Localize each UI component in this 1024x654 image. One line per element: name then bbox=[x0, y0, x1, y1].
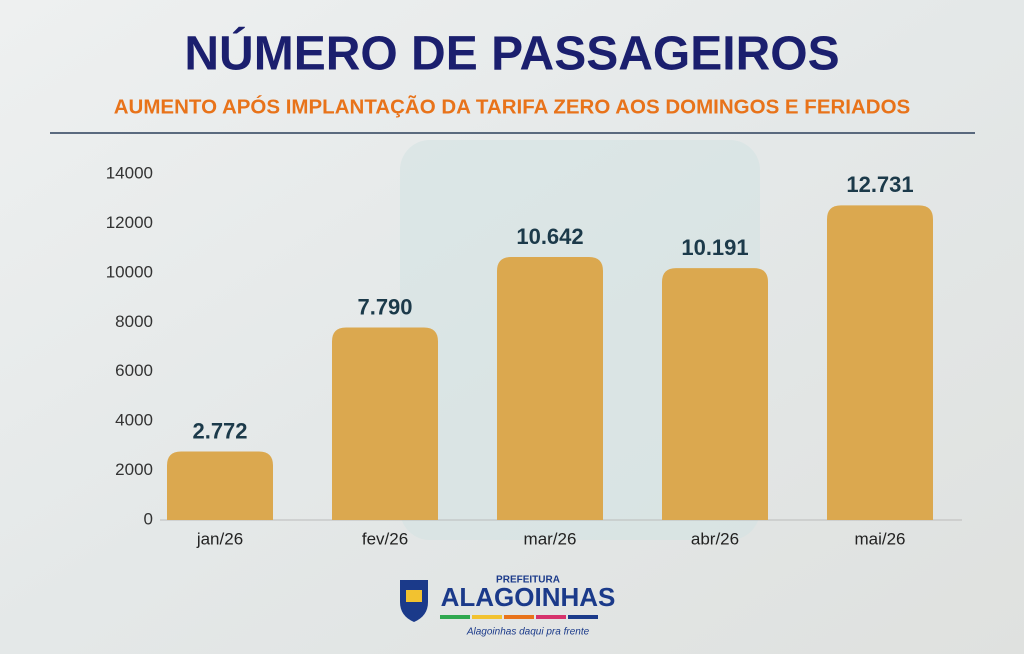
y-tick-label: 6000 bbox=[115, 361, 153, 380]
chart-subtitle: AUMENTO APÓS IMPLANTAÇÃO DA TARIFA ZERO … bbox=[114, 94, 910, 118]
y-tick-label: 4000 bbox=[115, 411, 153, 430]
value-label: 10.191 bbox=[681, 235, 748, 260]
value-label: 2.772 bbox=[192, 418, 247, 443]
logo-stripe bbox=[472, 615, 502, 619]
value-label: 10.642 bbox=[516, 224, 583, 249]
y-tick-label: 12000 bbox=[106, 213, 153, 232]
y-tick-label: 0 bbox=[144, 509, 153, 528]
logo-stripe bbox=[504, 615, 534, 619]
bar bbox=[332, 327, 438, 520]
y-tick-label: 14000 bbox=[106, 163, 153, 182]
x-tick-label: mar/26 bbox=[524, 529, 577, 548]
logo-emblem bbox=[406, 590, 422, 602]
bar bbox=[497, 256, 603, 520]
x-tick-label: fev/26 bbox=[362, 529, 408, 548]
value-label: 12.731 bbox=[846, 172, 913, 197]
logo: PREFEITURA ALAGOINHAS Alagoinhas daqui p… bbox=[400, 575, 615, 638]
logo-name: ALAGOINHAS bbox=[441, 582, 616, 612]
bar bbox=[827, 205, 933, 520]
logo-stripe bbox=[536, 615, 566, 619]
x-tick-label: abr/26 bbox=[691, 529, 739, 548]
logo-slogan: Alagoinhas daqui pra frente bbox=[466, 627, 590, 638]
x-tick-label: jan/26 bbox=[196, 529, 243, 548]
y-tick-label: 8000 bbox=[115, 312, 153, 331]
logo-stripe bbox=[440, 615, 470, 619]
chart-title: NÚMERO DE PASSAGEIROS bbox=[184, 26, 839, 81]
bar bbox=[167, 451, 273, 520]
logo-stripe bbox=[568, 615, 598, 619]
logo-top: PREFEITURA bbox=[496, 575, 560, 586]
y-tick-label: 2000 bbox=[115, 460, 153, 479]
value-label: 7.790 bbox=[357, 294, 412, 319]
bar bbox=[662, 268, 768, 520]
x-tick-label: mai/26 bbox=[854, 529, 905, 548]
y-tick-label: 10000 bbox=[106, 262, 153, 281]
